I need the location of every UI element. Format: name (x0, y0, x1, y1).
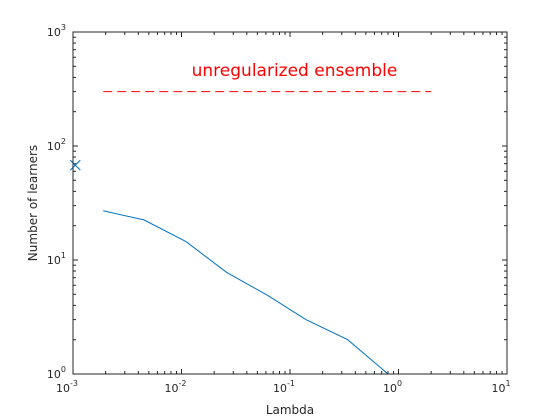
reference-layer: unregularized ensemble (103, 61, 432, 93)
plot-area (73, 32, 507, 374)
x-tick-label: 100 (383, 379, 402, 395)
x-tick-labels: 10-3 10-2 10-1 100 101 (56, 379, 511, 395)
axes-box (72, 31, 508, 375)
y-tick-label: 100 (47, 365, 66, 381)
y-tick-label: 101 (47, 251, 66, 267)
x-axis-label: Lambda (266, 403, 314, 417)
y-axis-label: Number of learners (26, 145, 40, 261)
y-tick-labels: 100 101 102 103 (47, 23, 66, 381)
reference-label: unregularized ensemble (192, 61, 398, 81)
x-marker (69, 159, 81, 171)
x-tick-label: 10-3 (56, 379, 78, 395)
series-layer (103, 210, 389, 375)
series-line (103, 210, 389, 375)
x-tick-label: 10-1 (273, 379, 295, 395)
y-tick-label: 103 (47, 23, 66, 39)
x-tick-label: 10-2 (165, 379, 187, 395)
y-tick-label: 102 (47, 137, 66, 153)
x-tick-label: 101 (491, 379, 510, 395)
x-marker-stroke (69, 159, 81, 171)
marker-layer (69, 159, 81, 171)
